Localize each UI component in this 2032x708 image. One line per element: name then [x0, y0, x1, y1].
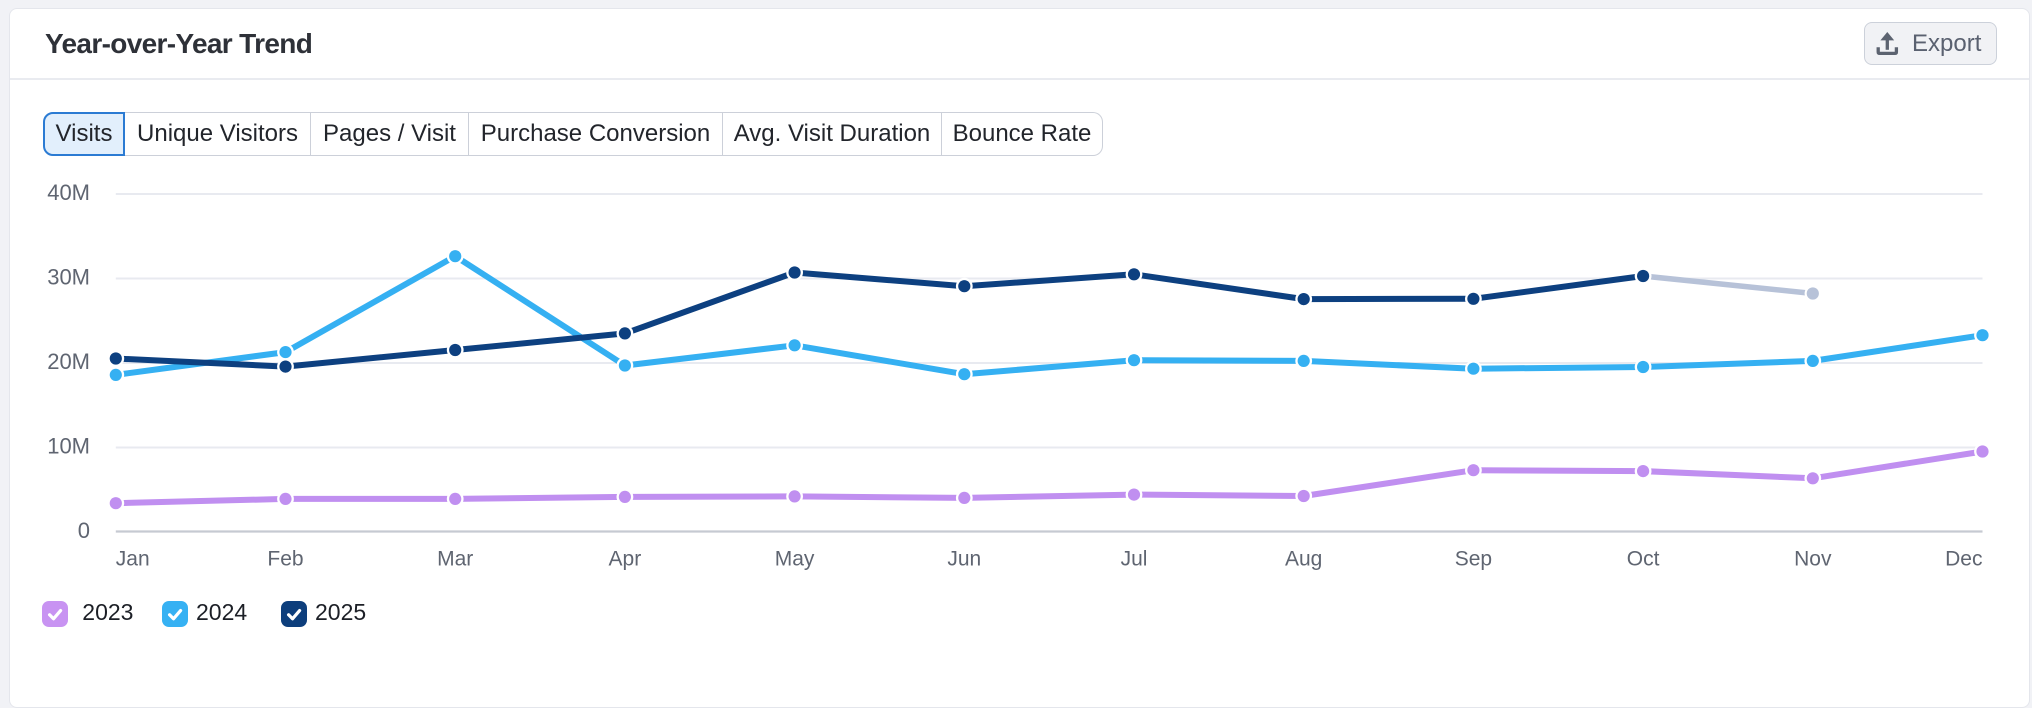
svg-text:0: 0 — [78, 518, 90, 543]
svg-text:Jun: Jun — [947, 548, 981, 571]
svg-text:Jan: Jan — [116, 548, 150, 571]
svg-text:Feb: Feb — [267, 548, 303, 571]
svg-text:May: May — [775, 548, 815, 571]
svg-text:20M: 20M — [47, 349, 90, 374]
svg-text:Aug: Aug — [1285, 548, 1322, 571]
svg-text:Nov: Nov — [1794, 548, 1832, 571]
svg-text:Mar: Mar — [437, 548, 473, 571]
svg-text:Dec: Dec — [1945, 548, 1982, 571]
svg-text:Oct: Oct — [1627, 548, 1660, 571]
svg-text:Sep: Sep — [1455, 548, 1492, 571]
svg-text:10M: 10M — [47, 434, 90, 459]
svg-text:40M: 40M — [47, 180, 90, 205]
svg-text:Jul: Jul — [1121, 548, 1148, 571]
svg-text:Apr: Apr — [609, 548, 642, 571]
svg-text:30M: 30M — [47, 265, 90, 290]
